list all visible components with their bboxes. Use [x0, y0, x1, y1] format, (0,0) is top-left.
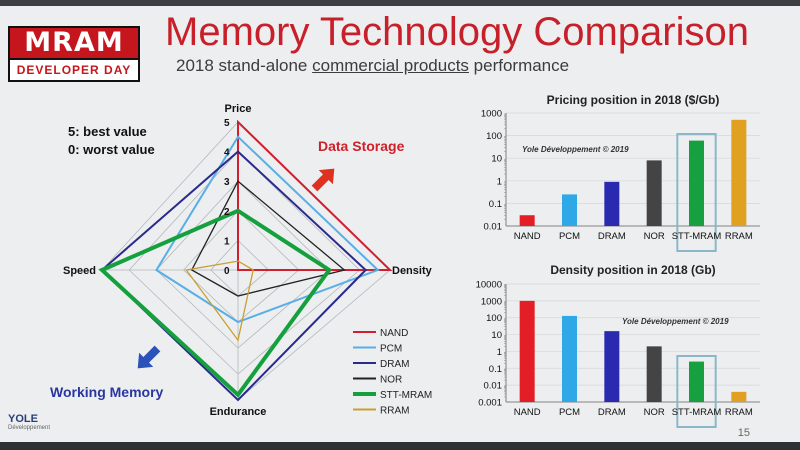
- bar-y-tick: 0.1: [489, 364, 502, 375]
- radar-scale-tick: 1: [224, 236, 230, 247]
- bar-x-label-nand: NAND: [514, 407, 541, 418]
- radar-grid-ring: [128, 151, 361, 375]
- working-memory-label: Working Memory: [50, 384, 164, 400]
- bar-nor: [646, 160, 662, 226]
- data-storage-arrow-shape: [311, 168, 335, 192]
- screen-bezel-top: [0, 0, 800, 6]
- radar-series-stt-mram: [98, 208, 333, 398]
- radar-scale-tick: 2: [224, 207, 230, 218]
- logo-mram-text: MRAM: [8, 26, 140, 58]
- radar-chart: 0 1 2 3 4 5 Price Density Endurance Speed NAND PCM D…: [50, 103, 433, 418]
- bar-x-label-nor: NOR: [644, 407, 665, 418]
- bar-rram: [731, 119, 747, 226]
- radar-series-nor: [190, 180, 346, 297]
- radar-axis-label-density: Density: [392, 265, 433, 277]
- page-number: 15: [737, 427, 750, 439]
- bar-watermark: Yole Développement © 2019: [622, 317, 729, 326]
- bar-x-label-stt-mram: STT-MRAM: [672, 407, 722, 418]
- logo-developer-day-text: DEVELOPER DAY: [8, 58, 140, 82]
- legend-label-pcm: PCM: [380, 344, 402, 355]
- radar-scale-tick: 4: [224, 148, 230, 159]
- bar-rram: [731, 391, 747, 402]
- bar-x-label-pcm: PCM: [559, 407, 580, 418]
- bar-y-tick: 1: [497, 176, 502, 187]
- data-storage-arrow: [311, 168, 335, 192]
- radar-axis-label-endurance: Endurance: [210, 406, 267, 418]
- bar-nand: [519, 215, 535, 226]
- bar-y-tick: 0.001: [478, 398, 502, 409]
- bar-chart-title: Pricing position in 2018 ($/Gb): [547, 93, 720, 107]
- bar-x-label-dram: DRAM: [598, 407, 626, 418]
- bar-y-tick: 0.01: [484, 222, 503, 233]
- data-storage-label: Data Storage: [318, 138, 405, 154]
- bar-watermark: Yole Développement © 2019: [522, 145, 629, 154]
- worst-value-note: 0: worst value: [68, 142, 155, 157]
- slide-title: Memory Technology Comparison: [165, 10, 749, 54]
- radar-series-dram: [100, 150, 368, 402]
- mram-developer-day-logo: MRAM DEVELOPER DAY: [8, 26, 140, 82]
- bar-y-tick: 1: [497, 347, 502, 358]
- bar-chart-title: Density position in 2018 (Gb): [550, 263, 715, 277]
- radar-scale-tick: 5: [224, 118, 230, 129]
- subtitle-after: performance: [468, 56, 570, 75]
- best-value-note: 5: best value: [68, 124, 147, 139]
- subtitle-underlined: commercial products: [312, 56, 469, 75]
- subtitle-before: 2018 stand-alone: [176, 56, 313, 75]
- radar-series-pcm: [155, 135, 380, 324]
- bar-nor: [646, 346, 662, 402]
- bar-dram: [604, 181, 620, 226]
- radar-scale-tick: 3: [224, 177, 230, 188]
- radar-axis-label-price: Price: [225, 103, 252, 115]
- bar-x-label-rram: RRAM: [725, 407, 753, 418]
- bar-y-tick: 10000: [476, 280, 502, 291]
- screen-bezel-bottom: [0, 442, 800, 450]
- density-bar-chart: Density position in 2018 (Gb) 0.001 0.01 0.…: [476, 263, 760, 428]
- radar-scale-tick: 0: [224, 266, 230, 277]
- yole-logo-name: YOLE: [8, 413, 38, 425]
- bar-stt-mram: [689, 140, 704, 226]
- bar-nand: [519, 300, 535, 402]
- radar-series-rram: [185, 260, 254, 342]
- working-memory-arrow-shape: [137, 345, 161, 369]
- legend-label-nor: NOR: [380, 375, 402, 386]
- bar-y-tick: 1000: [481, 296, 502, 307]
- radar-series-nand: [237, 119, 393, 271]
- bar-y-tick: 0.1: [489, 199, 502, 210]
- bar-y-tick: 0.01: [484, 381, 503, 392]
- bar-x-label-rram: RRAM: [725, 231, 753, 242]
- bar-y-tick: 10: [491, 154, 502, 165]
- bar-x-label-pcm: PCM: [559, 231, 580, 242]
- legend-label-rram: RRAM: [380, 406, 409, 417]
- bar-y-tick: 100: [486, 313, 502, 324]
- radar-axis-label-speed: Speed: [63, 265, 96, 277]
- bar-x-label-stt-mram: STT-MRAM: [672, 231, 722, 242]
- bar-x-label-nor: NOR: [644, 231, 665, 242]
- highlight-box-stt-mram: [676, 355, 717, 428]
- radar-grid-ring: [210, 239, 269, 297]
- bar-pcm: [562, 194, 577, 226]
- bar-stt-mram: [689, 361, 704, 402]
- bar-y-tick: 100: [486, 131, 502, 142]
- yole-logo: YOLE Développement: [8, 413, 50, 431]
- legend-label-dram: DRAM: [380, 359, 409, 370]
- slide-subtitle: 2018 stand-alone commercial products per…: [176, 56, 569, 76]
- pricing-bar-chart: Pricing position in 2018 ($/Gb) 0.01 0.1 1 1…: [481, 93, 760, 252]
- yole-logo-tag: Développement: [8, 425, 51, 431]
- bar-y-tick: 10: [491, 330, 502, 341]
- bar-x-label-dram: DRAM: [598, 231, 626, 242]
- bar-dram: [604, 331, 620, 402]
- working-memory-arrow: [137, 345, 161, 369]
- bar-x-label-nand: NAND: [514, 231, 541, 242]
- bar-pcm: [562, 315, 577, 402]
- legend-label-stt-mram: STT-MRAM: [380, 390, 432, 401]
- highlight-box-stt-mram: [676, 133, 717, 252]
- bar-y-tick: 1000: [481, 109, 502, 120]
- value-scale-note: 5: best value 0: worst value: [68, 123, 155, 159]
- legend-label-nand: NAND: [380, 328, 408, 339]
